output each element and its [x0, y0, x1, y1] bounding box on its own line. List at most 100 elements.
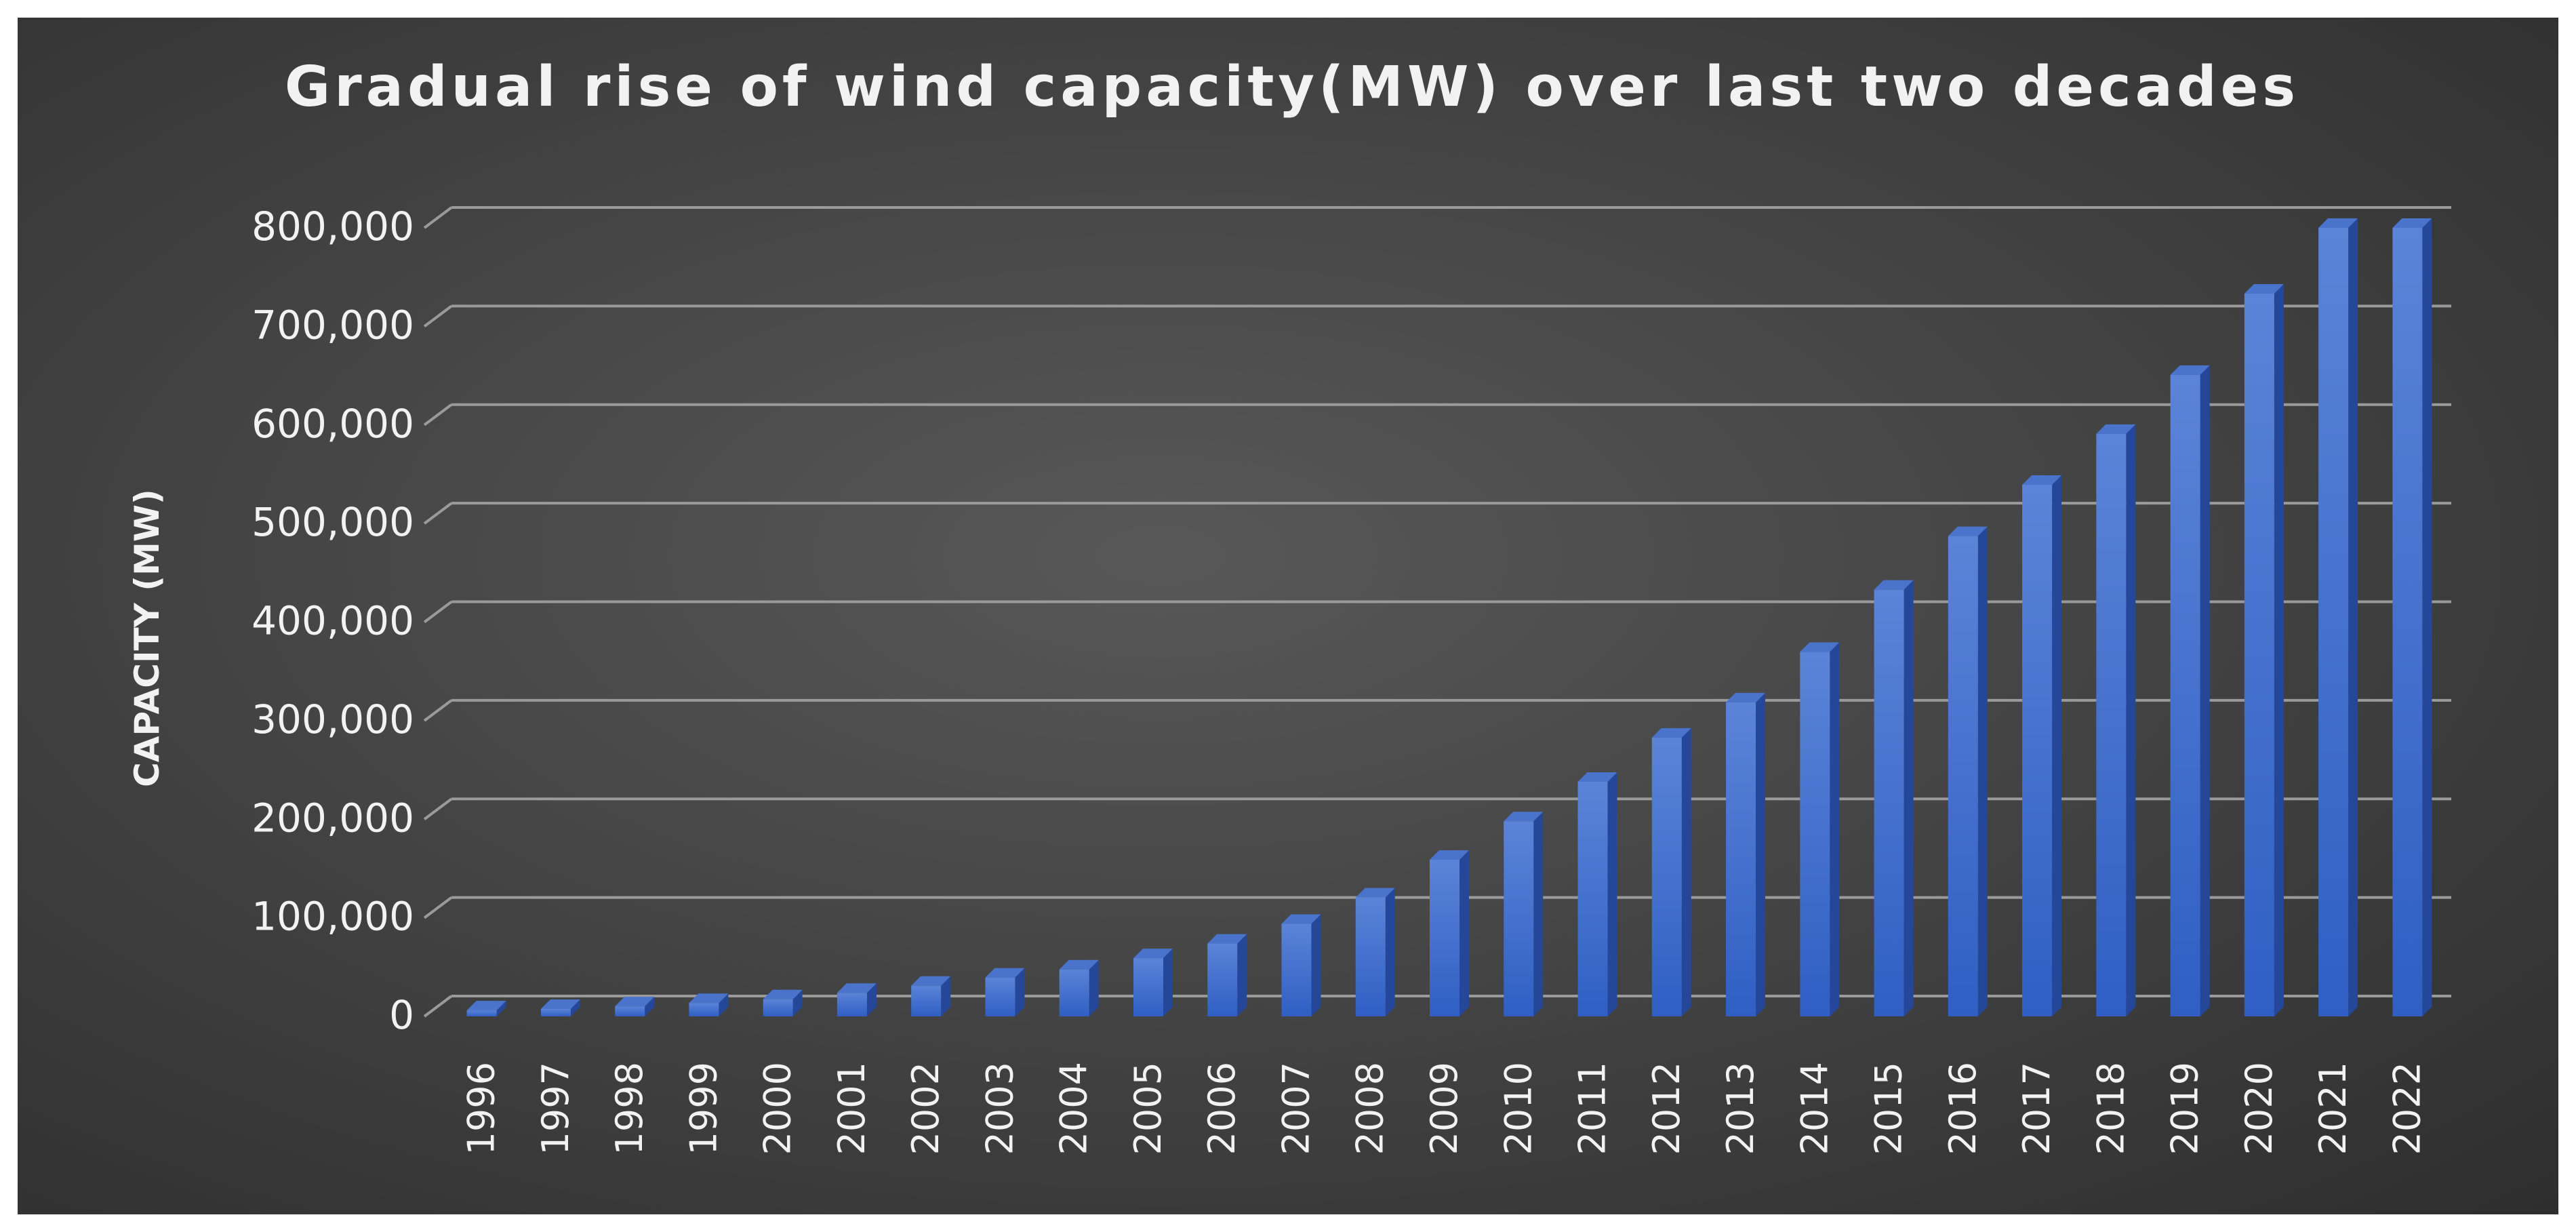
bar-2016	[1948, 526, 1988, 1016]
bar-2019	[2170, 365, 2210, 1016]
bar-layer	[466, 218, 2432, 1017]
bar-top	[1430, 850, 1469, 860]
bar-2001	[837, 983, 877, 1016]
y-tick-label: 700,000	[251, 302, 414, 348]
bar-side	[1977, 526, 1988, 1016]
chart-svg: Gradual rise of wind capacity(MW) over l…	[127, 55, 2451, 1155]
bar-side	[570, 999, 580, 1016]
bar-side	[1756, 692, 1766, 1016]
bar-2008	[1355, 888, 1395, 1016]
x-tick-label: 2022	[2386, 1062, 2428, 1155]
bar-top	[1874, 580, 1914, 590]
bar-top	[689, 993, 729, 1004]
bar-top	[763, 989, 803, 999]
bar-top	[2096, 424, 2136, 434]
bar-front	[1948, 536, 1978, 1016]
bar-side	[1385, 888, 1395, 1016]
bar-top	[911, 976, 951, 986]
bar-top	[2022, 475, 2062, 485]
bar-front	[1800, 652, 1830, 1016]
bar-front	[466, 1010, 497, 1016]
x-tick-label: 2005	[1127, 1062, 1169, 1155]
y-tick-label: 500,000	[251, 499, 414, 545]
y-tick-label: 300,000	[251, 696, 414, 742]
bar-top	[1133, 949, 1173, 959]
bar-2009	[1430, 850, 1469, 1016]
bar-front	[2170, 374, 2200, 1016]
x-tick-label: 2008	[1349, 1062, 1392, 1155]
bar-side	[2348, 218, 2358, 1016]
bar-front	[1133, 958, 1163, 1016]
x-tick-label: 2004	[1053, 1062, 1095, 1155]
chart-title: Gradual rise of wind capacity(MW) over l…	[285, 55, 2299, 119]
bar-2000	[763, 989, 803, 1016]
x-tick-label: 2007	[1274, 1062, 1317, 1155]
bar-2022	[2392, 218, 2432, 1016]
bar-side	[645, 997, 655, 1016]
gridline-depth	[423, 502, 453, 525]
x-tick-label: 2000	[757, 1062, 799, 1155]
bar-2014	[1800, 642, 1840, 1016]
bar-side	[1015, 968, 1025, 1016]
x-tick-label: 2015	[1868, 1062, 1910, 1155]
x-tick-label: 2017	[2015, 1062, 2058, 1155]
x-tick-label: 2021	[2312, 1062, 2354, 1155]
bar-top	[1651, 728, 1691, 738]
bar-top	[985, 968, 1025, 978]
bar-front	[1726, 702, 1756, 1016]
bar-front	[1059, 969, 1089, 1016]
x-tick-label: 2014	[1793, 1062, 1836, 1155]
bar-side	[1607, 772, 1617, 1016]
bar-2002	[911, 976, 951, 1016]
bar-side	[2126, 424, 2136, 1016]
gridline-depth	[423, 304, 453, 327]
bar-front	[1874, 589, 1904, 1016]
bar-front	[1207, 943, 1238, 1016]
bar-2012	[1651, 728, 1691, 1016]
bar-2011	[1577, 772, 1617, 1016]
bar-side	[941, 976, 951, 1016]
x-tick-label: 1997	[534, 1062, 577, 1155]
bar-top	[1207, 934, 1247, 944]
bar-2021	[2318, 218, 2358, 1016]
x-tick-label: 2003	[978, 1062, 1021, 1155]
bar-top	[2318, 218, 2358, 228]
y-tick-label: 400,000	[251, 598, 414, 644]
bar-side	[1089, 959, 1099, 1016]
bar-side	[719, 993, 729, 1016]
gridline-depth	[423, 206, 453, 229]
gridline-depth	[423, 699, 453, 722]
y-tick-label: 0	[389, 992, 414, 1038]
bar-side	[1904, 580, 1914, 1016]
x-tick-label: 2010	[1497, 1062, 1539, 1155]
bar-side	[1681, 728, 1691, 1016]
bar-2003	[985, 968, 1025, 1016]
bar-side	[1237, 934, 1247, 1016]
bar-front	[689, 1003, 719, 1016]
x-tick-label: 2020	[2238, 1062, 2280, 1155]
bar-2010	[1504, 812, 1544, 1016]
x-tick-label: 2001	[830, 1062, 873, 1155]
bar-2013	[1726, 692, 1766, 1016]
bar-front	[2096, 433, 2127, 1016]
gridline-depth	[423, 896, 453, 919]
bar-front	[1577, 782, 1608, 1016]
bar-top	[615, 997, 655, 1007]
bar-top	[1059, 959, 1099, 970]
bar-front	[540, 1008, 571, 1016]
x-tick-label: 2006	[1201, 1062, 1243, 1155]
bar-2020	[2244, 283, 2284, 1017]
bar-top	[2392, 218, 2432, 228]
x-tick-label: 2013	[1719, 1062, 1762, 1155]
bar-2017	[2022, 475, 2062, 1016]
x-tick-label: 2019	[2164, 1062, 2207, 1155]
x-axis-ticks: 1996 1997 1998 1999 2000 2001 2002 2003 2004 2005…	[460, 1062, 2429, 1155]
bar-top	[1726, 692, 1766, 702]
bar-front	[911, 985, 942, 1016]
x-tick-label: 2002	[904, 1062, 947, 1155]
bar-front	[2022, 484, 2053, 1016]
x-tick-label: 1996	[460, 1062, 503, 1155]
bar-side	[792, 989, 803, 1016]
bar-side	[2274, 283, 2284, 1017]
bar-side	[2200, 365, 2210, 1016]
